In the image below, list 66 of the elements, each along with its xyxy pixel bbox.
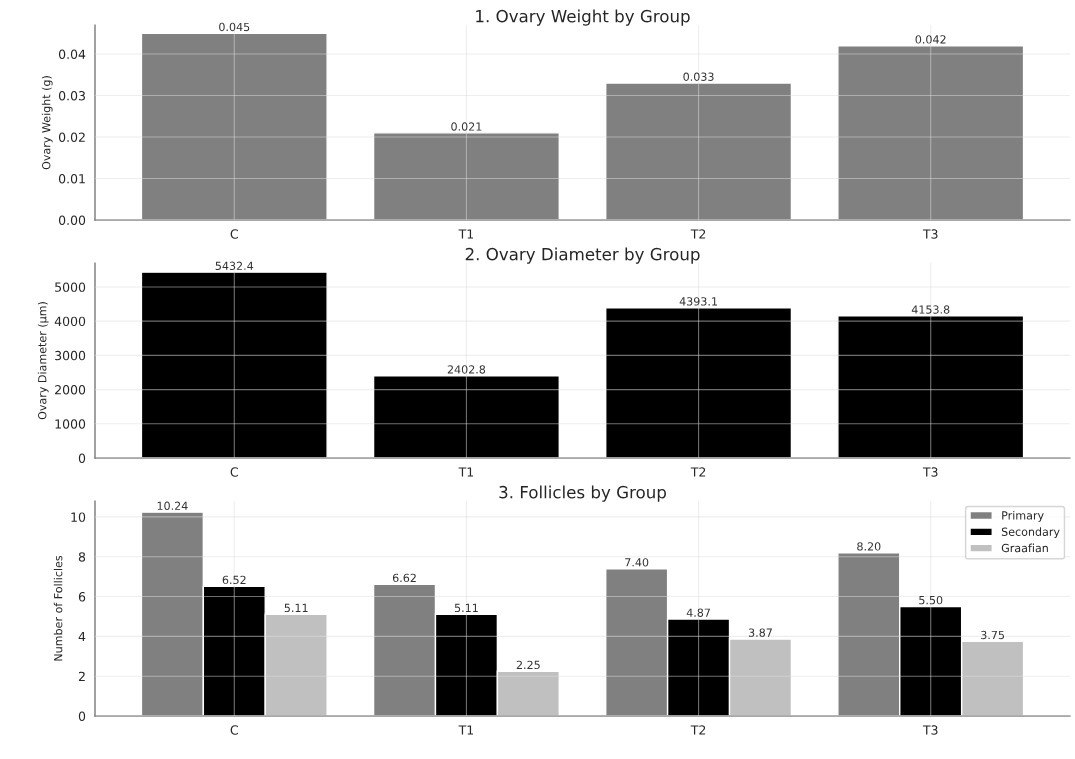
chart-title: 1. Ovary Weight by Group <box>476 9 690 26</box>
y-tick-label: 4000 <box>54 316 86 327</box>
data-label: 4153.8 <box>911 305 950 314</box>
data-label: 0.021 <box>451 122 482 131</box>
x-tick-label: T3 <box>922 725 938 735</box>
x-tick-label: T2 <box>690 725 706 735</box>
legend-label: Primary <box>1002 511 1044 522</box>
data-label: 4393.1 <box>679 297 717 306</box>
text: 0.04 <box>58 49 86 59</box>
x-tick-label: T1 <box>458 229 474 239</box>
y-tick-label: 10 <box>71 512 86 522</box>
y-tick-label: 0 <box>78 711 86 721</box>
x-tick-label: C <box>230 725 238 735</box>
x-tick-label: T1 <box>458 467 474 477</box>
bar <box>837 45 1025 220</box>
y-axis-title: Ovary Weight (g) <box>41 76 53 170</box>
text: 0.02 <box>58 132 85 142</box>
text: 0.00 <box>58 215 86 225</box>
y-tick-label: 8 <box>78 552 86 562</box>
y-tick-label: 5000 <box>55 282 86 292</box>
x-tick-label: C <box>230 467 238 477</box>
legend-label: Secondary <box>1001 527 1060 539</box>
data-label: 2.25 <box>516 660 540 670</box>
y-axis-title: Number of Follicles <box>53 555 63 661</box>
x-tick-label: T2 <box>690 229 706 239</box>
data-label: 3.87 <box>748 628 772 637</box>
text: 0.03 <box>58 91 85 101</box>
data-label: 0.042 <box>915 35 946 44</box>
bar <box>372 375 560 458</box>
data-label: 2402.8 <box>447 365 486 374</box>
bar <box>837 315 1025 458</box>
y-tick-label: 6 <box>78 592 86 602</box>
bar <box>605 307 793 458</box>
x-tick-label: T3 <box>922 229 938 239</box>
data-label: 6.52 <box>222 575 246 585</box>
data-label: 8.20 <box>857 542 881 551</box>
data-label: 5432.4 <box>215 261 254 270</box>
x-tick-label: C <box>230 229 238 239</box>
data-label: 3.75 <box>981 630 1005 640</box>
y-tick-label: 1000 <box>55 419 86 429</box>
text: 0.01 <box>58 173 85 184</box>
data-label: 4.87 <box>686 608 710 617</box>
data-label: 7.40 <box>625 558 649 567</box>
data-label: 5.11 <box>454 603 478 613</box>
bar <box>372 132 560 220</box>
chart-title: 3. Follicles by Group <box>499 485 666 502</box>
y-axis-title: Ovary Diameter (μm) <box>37 302 49 420</box>
data-label: 5.50 <box>919 595 943 605</box>
legend-label: Graafian <box>1001 543 1048 553</box>
x-tick-label: T1 <box>458 725 474 735</box>
x-tick-label: T2 <box>690 467 706 477</box>
bar <box>605 82 793 220</box>
data-label: 10.24 <box>157 501 188 510</box>
data-label: 6.62 <box>392 573 416 583</box>
y-tick-label: 2 <box>78 671 85 681</box>
y-tick-label: 0 <box>78 453 86 463</box>
bar <box>140 271 328 458</box>
y-tick-label: 3000 <box>55 350 86 361</box>
chart-title: 2. Ovary Diameter by Group <box>465 247 700 264</box>
data-label: 0.033 <box>683 72 714 81</box>
bar <box>140 32 328 220</box>
y-tick-label: 2000 <box>55 385 86 395</box>
data-label: 5.11 <box>284 603 308 613</box>
y-tick-label: 4 <box>78 632 86 642</box>
data-label: 0.045 <box>219 22 250 32</box>
x-tick-label: T3 <box>922 467 938 477</box>
